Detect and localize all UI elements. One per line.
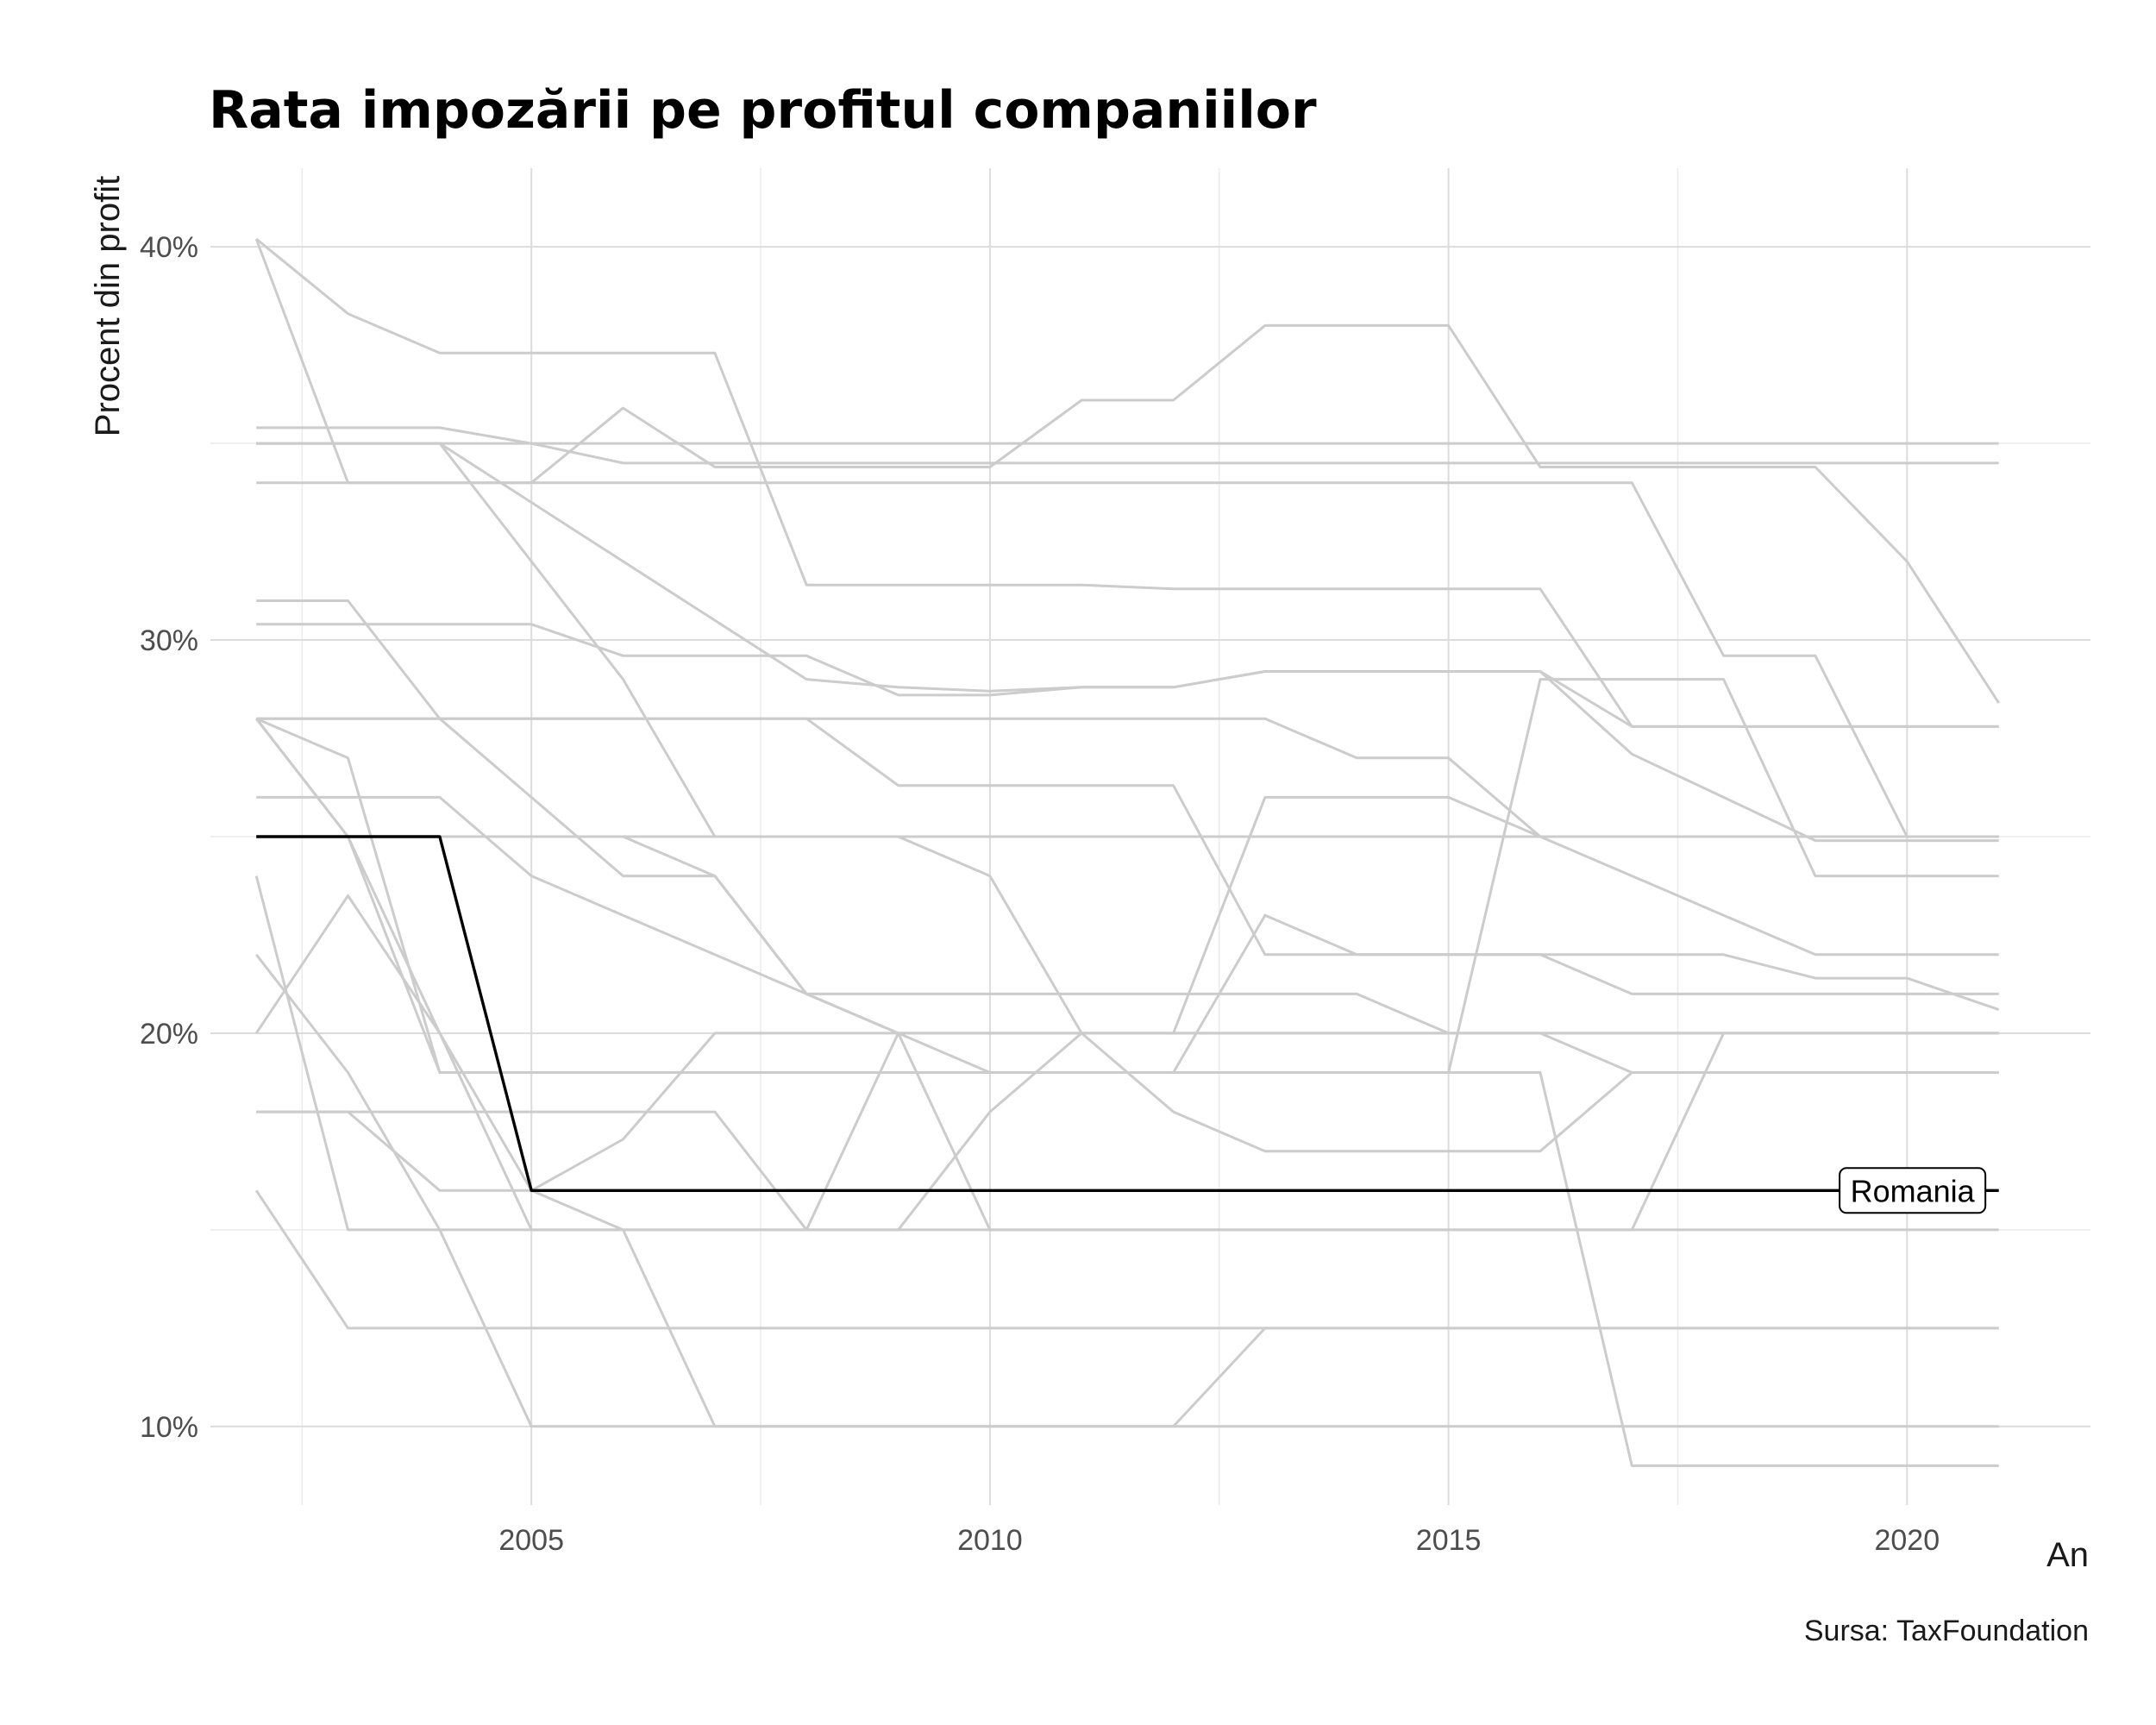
series-line-3	[256, 426, 1999, 465]
y-tick-label: 30%	[140, 624, 198, 657]
series-line-5	[256, 481, 1999, 838]
series-line-7	[256, 442, 1999, 843]
y-axis-ticks: 10% 20% 30% 40%	[140, 231, 198, 1444]
highlight-layer: Romania	[256, 835, 1999, 1214]
series-line-18	[256, 1032, 1999, 1232]
highlight-series-label: Romania	[1851, 1173, 1976, 1208]
series-line-12	[255, 678, 1999, 1074]
y-tick-label: 40%	[140, 231, 198, 264]
highlight-series-line	[256, 835, 1999, 1192]
series-line-15	[254, 875, 1999, 1232]
y-axis-title: Procent din profit	[89, 176, 127, 436]
series-line-22	[256, 835, 1999, 1467]
series-line-17	[254, 894, 1999, 1192]
x-tick-label: 2015	[1416, 1524, 1482, 1557]
series-line-21	[255, 718, 1999, 1428]
series-layer	[254, 237, 2000, 1467]
x-tick-label: 2010	[957, 1524, 1023, 1557]
series-line-20	[254, 1189, 1999, 1330]
series-line-23	[256, 795, 1999, 1035]
highlight-label-box	[1839, 1167, 1987, 1214]
series-line-9	[256, 623, 1999, 728]
chart-title: Rata impozării pe profitul companiilor	[209, 80, 1317, 141]
chart-caption: Sursa: TaxFoundation	[1804, 1615, 2089, 1647]
x-axis-ticks: 2005 2010 2015 2020	[498, 1524, 1940, 1557]
series-line-2	[254, 238, 2000, 704]
y-tick-label: 20%	[140, 1018, 198, 1051]
x-tick-label: 2005	[498, 1524, 564, 1557]
series-line-13	[256, 795, 2000, 1074]
x-tick-label: 2020	[1874, 1524, 1940, 1557]
x-axis-title: An	[2046, 1536, 2089, 1574]
series-line-8	[256, 599, 1999, 1035]
y-tick-label: 10%	[140, 1411, 198, 1444]
series-line-11	[256, 717, 1999, 995]
series-line-14	[255, 718, 1999, 1074]
